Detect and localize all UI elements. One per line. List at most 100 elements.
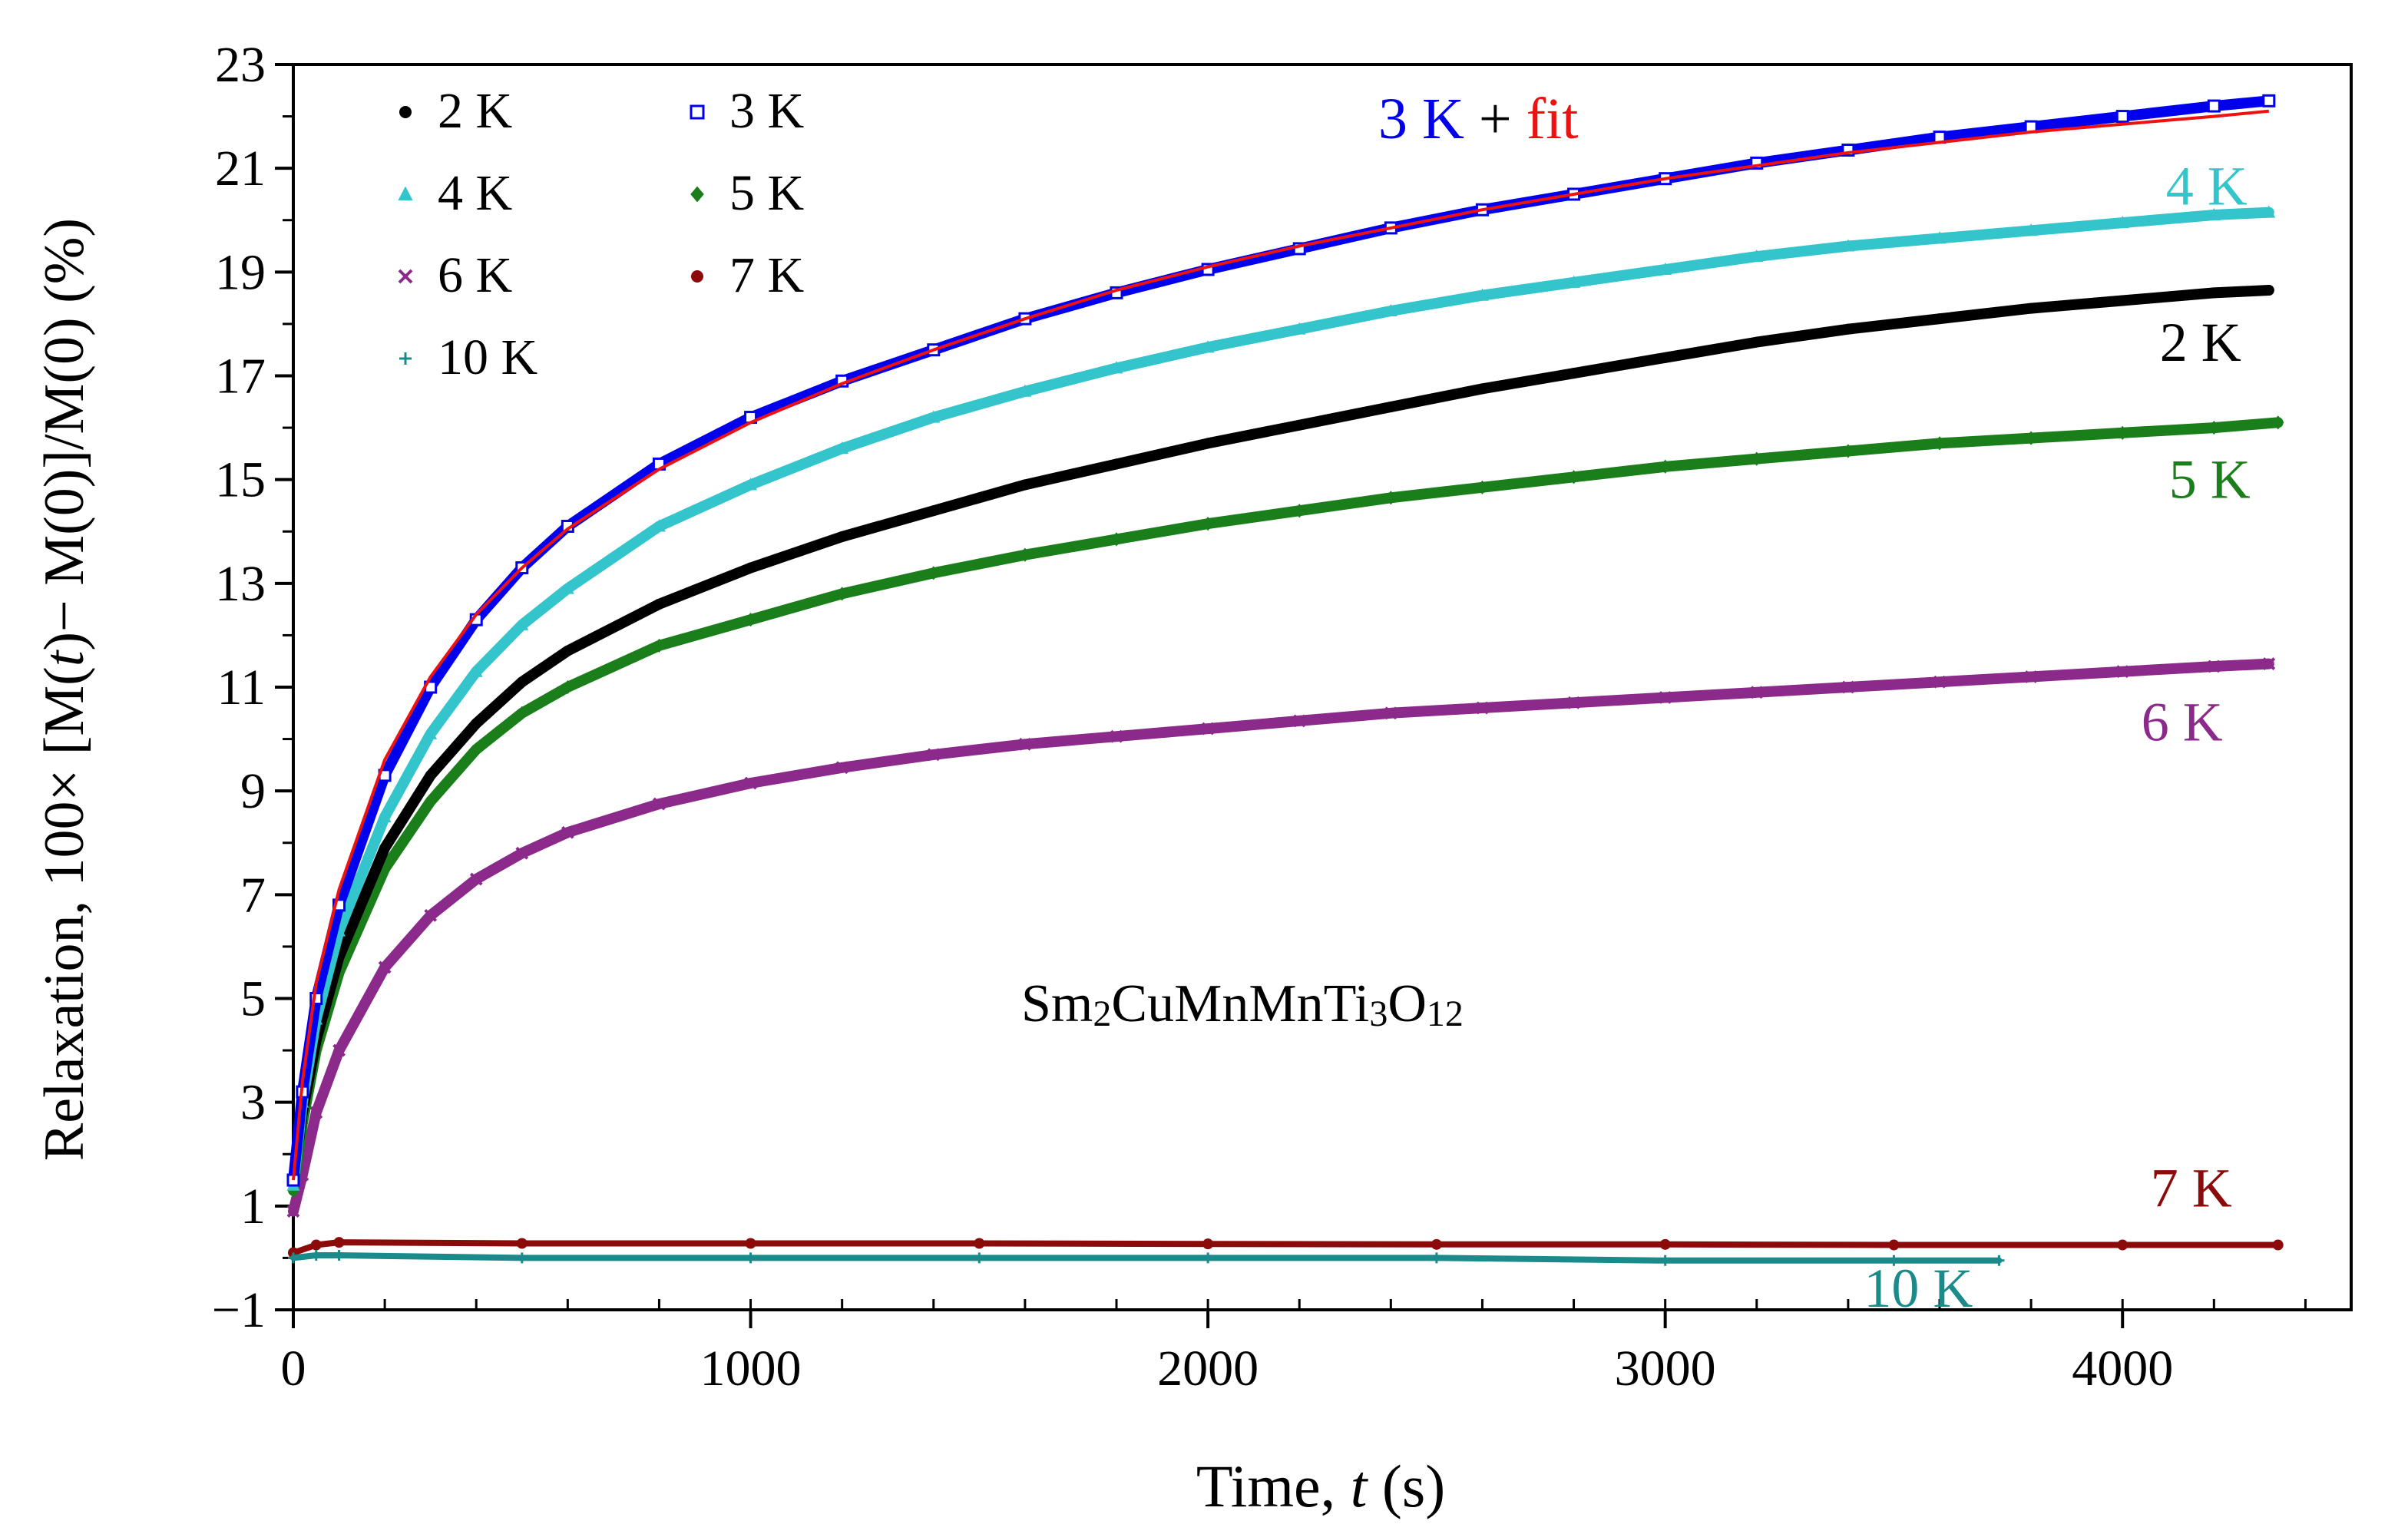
data-point [1567, 696, 1580, 709]
series-7k [288, 1237, 2284, 1258]
data-point [1201, 340, 1215, 353]
data-point [1018, 737, 1032, 751]
x-axis-label-italic: t [1351, 1453, 1369, 1519]
end-label-5k: 5 K [2169, 448, 2251, 510]
data-point [974, 1238, 985, 1249]
data-point [424, 794, 437, 808]
data-point [2115, 665, 2129, 679]
data-point [515, 617, 529, 630]
legend-marker [691, 270, 703, 283]
annotation-plus: + [1464, 87, 1526, 151]
series-line-2k [288, 285, 2274, 1185]
y-tick-label: 17 [215, 349, 266, 405]
data-point [2208, 420, 2221, 435]
data-point [1934, 313, 1945, 325]
data-point [1933, 231, 1947, 244]
data-point [1110, 361, 1123, 374]
data-point [745, 1238, 756, 1249]
data-point [561, 825, 574, 839]
data-point [974, 1252, 985, 1264]
data-point [1431, 1252, 1442, 1264]
end-label-2k: 2 K [2160, 312, 2241, 373]
plot-area [292, 63, 2353, 1311]
data-point [1659, 691, 1672, 704]
data-point [1659, 352, 1671, 363]
data-point [2207, 207, 2221, 220]
x-axis-label-pre: Time, [1196, 1453, 1351, 1519]
data-point [1019, 479, 1030, 491]
legend-item-5k: 5 K [690, 165, 804, 221]
data-point [1841, 239, 1855, 252]
series-line-10k [290, 1252, 2003, 1264]
compound-sub-1: 2 [1093, 993, 1111, 1034]
y-tick-label: 15 [215, 452, 266, 508]
data-point [310, 1239, 322, 1251]
data-point [333, 1250, 345, 1261]
data-point [561, 581, 574, 594]
data-point [1110, 532, 1123, 547]
legend-item-10k: 10 K [399, 329, 538, 385]
compound-part-3: O [1388, 974, 1427, 1033]
data-point [471, 718, 482, 729]
end-label-4k: 4 K [2166, 156, 2248, 217]
legend-marker [398, 186, 413, 200]
data-point [653, 638, 666, 653]
legend-label: 6 K [438, 247, 512, 303]
data-point [2263, 284, 2274, 296]
data-point [928, 505, 939, 517]
data-point [1292, 714, 1306, 728]
data-point [1018, 384, 1032, 397]
data-point [1476, 288, 1489, 301]
data-point [2207, 660, 2221, 673]
series-layer [286, 94, 2284, 1266]
data-point [1384, 706, 1398, 720]
compound-sub-2: 3 [1369, 993, 1388, 1034]
data-point [309, 1106, 323, 1119]
x-tick-label: 0 [281, 1341, 306, 1397]
data-point [516, 1238, 528, 1249]
legend: 2 K 4 K 6 K 10 K 3 K 5 K 7 K [398, 83, 804, 385]
data-point [1384, 303, 1398, 317]
data-point [1201, 722, 1215, 736]
data-point [1842, 323, 1854, 335]
data-point [378, 960, 392, 974]
data-point [1567, 275, 1580, 288]
series-line-5k [288, 417, 2284, 1196]
data-point [2262, 205, 2276, 218]
data-point [1751, 451, 1763, 466]
y-axis-label-post: )− M(0)]/M(0) (%) [33, 218, 96, 651]
data-point [653, 598, 665, 610]
data-point [835, 761, 849, 775]
data-point [1567, 470, 1580, 484]
data-point [1202, 1252, 1214, 1264]
series-6k [286, 657, 2276, 1218]
x-tick-label: 4000 [2072, 1341, 2173, 1397]
end-label-6k: 6 K [2142, 692, 2223, 753]
legend-label: 7 K [729, 247, 804, 303]
data-point [286, 1205, 300, 1218]
y-tick-label: 3 [240, 1075, 266, 1131]
data-point [1293, 504, 1305, 518]
series-2k [288, 284, 2274, 1186]
y-tick-label: 13 [215, 556, 266, 612]
legend-item-2k: 2 K [399, 83, 512, 139]
data-point [288, 1252, 299, 1264]
data-point [745, 562, 756, 574]
data-point [653, 797, 666, 811]
y-tick-label: 19 [215, 244, 266, 300]
data-point [1841, 680, 1855, 694]
x-tick-label: 2000 [1157, 1341, 1259, 1397]
y-tick-label: 9 [240, 763, 266, 819]
data-point [516, 706, 528, 720]
data-point [1750, 249, 1764, 263]
y-tick-label: 7 [240, 867, 266, 923]
data-point [470, 742, 482, 757]
series-line-4k [288, 207, 2274, 1191]
series-4k [286, 205, 2276, 1191]
y-axis-label-pre: Relaxation, 100× [M( [33, 666, 96, 1161]
y-axis-label-italic: t [33, 649, 96, 666]
data-point [1842, 444, 1854, 458]
data-point [1888, 1239, 1900, 1251]
data-point [1750, 686, 1764, 699]
annotation-fit: fit [1526, 87, 1579, 151]
